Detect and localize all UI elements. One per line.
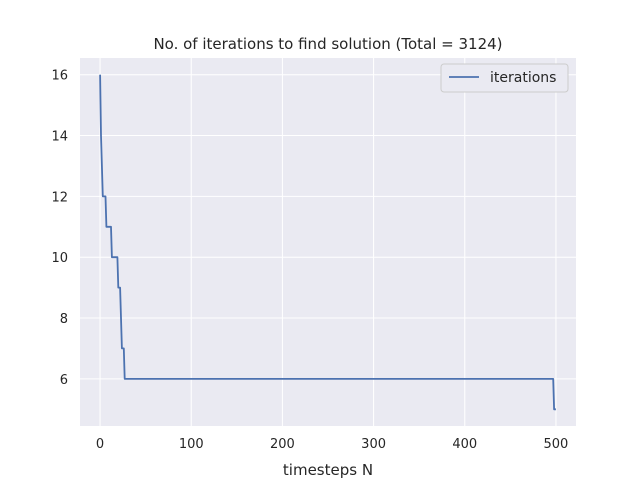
chart-title: No. of iterations to find solution (Tota… [153, 35, 502, 53]
x-tick-label: 100 [179, 437, 204, 452]
x-tick-label: 300 [361, 437, 386, 452]
x-tick-label: 200 [270, 437, 295, 452]
y-tick-label: 8 [60, 312, 68, 327]
series-line-iterations [99, 74, 556, 411]
x-tick-label: 0 [96, 437, 104, 452]
series-layer [99, 74, 556, 411]
y-tick-labels: 6 8 10 12 14 16 [51, 69, 68, 388]
x-axis-label: timesteps N [283, 461, 373, 479]
x-tick-label: 500 [544, 437, 569, 452]
y-tick-label: 14 [51, 130, 68, 145]
y-tick-label: 6 [60, 373, 68, 388]
legend-box [440, 63, 569, 93]
x-tick-label: 400 [452, 437, 477, 452]
plot-area [80, 58, 576, 426]
legend-label: iterations [490, 70, 556, 86]
legend: iterations [440, 63, 569, 93]
y-tick-label: 10 [51, 251, 68, 266]
y-tick-label: 12 [51, 190, 68, 205]
y-tick-label: 16 [51, 69, 68, 84]
x-tick-labels: 0 100 200 300 400 500 [96, 437, 568, 452]
